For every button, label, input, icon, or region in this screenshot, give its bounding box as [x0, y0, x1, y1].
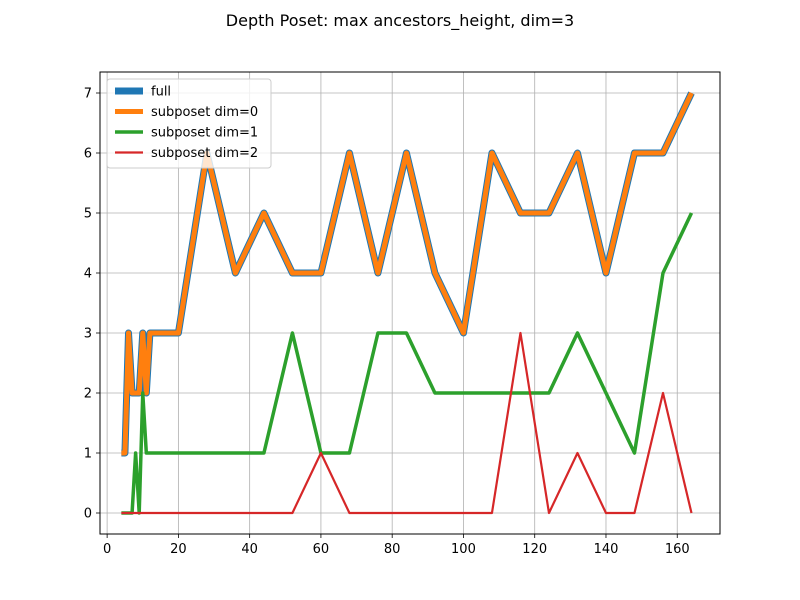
chart-title: Depth Poset: max ancestors_height, dim=3 [226, 11, 574, 31]
x-tick-label: 80 [384, 542, 401, 557]
legend-box [106, 78, 272, 169]
x-tick-label: 20 [170, 542, 187, 557]
series-line-2 [121, 212, 694, 515]
y-tick-label: 4 [84, 267, 92, 282]
legend-label: full [151, 85, 171, 100]
plot-frame [99, 71, 721, 535]
legend: full subposet dim=0 subposet dim=1 subposet… [106, 78, 272, 169]
y-tick-label: 1 [84, 447, 92, 462]
x-tick-label: 0 [103, 542, 111, 557]
y-tick-label: 2 [84, 387, 92, 402]
y-tick-label: 6 [84, 147, 92, 162]
x-tick-label: 40 [241, 542, 258, 557]
series-lines [121, 91, 695, 515]
y-tick-label: 3 [84, 327, 92, 342]
x-tick-label: 160 [665, 542, 690, 557]
y-tick-label: 5 [84, 207, 92, 222]
series-line-3 [121, 331, 693, 515]
x-tick-label: 140 [594, 542, 619, 557]
y-tick-label: 0 [84, 507, 92, 522]
x-tick-label: 100 [451, 542, 476, 557]
legend-label: subposet dim=2 [151, 146, 258, 161]
series-line-1 [121, 91, 694, 456]
legend-label: subposet dim=0 [151, 105, 258, 120]
axis-ticks: 0 20 40 60 80 100 120 140 160 0 1 2 3 4 5 6 7 [84, 87, 690, 558]
x-tick-label: 60 [313, 542, 330, 557]
legend-label: subposet dim=1 [151, 126, 258, 141]
y-tick-label: 7 [84, 87, 92, 102]
x-tick-label: 120 [522, 542, 547, 557]
